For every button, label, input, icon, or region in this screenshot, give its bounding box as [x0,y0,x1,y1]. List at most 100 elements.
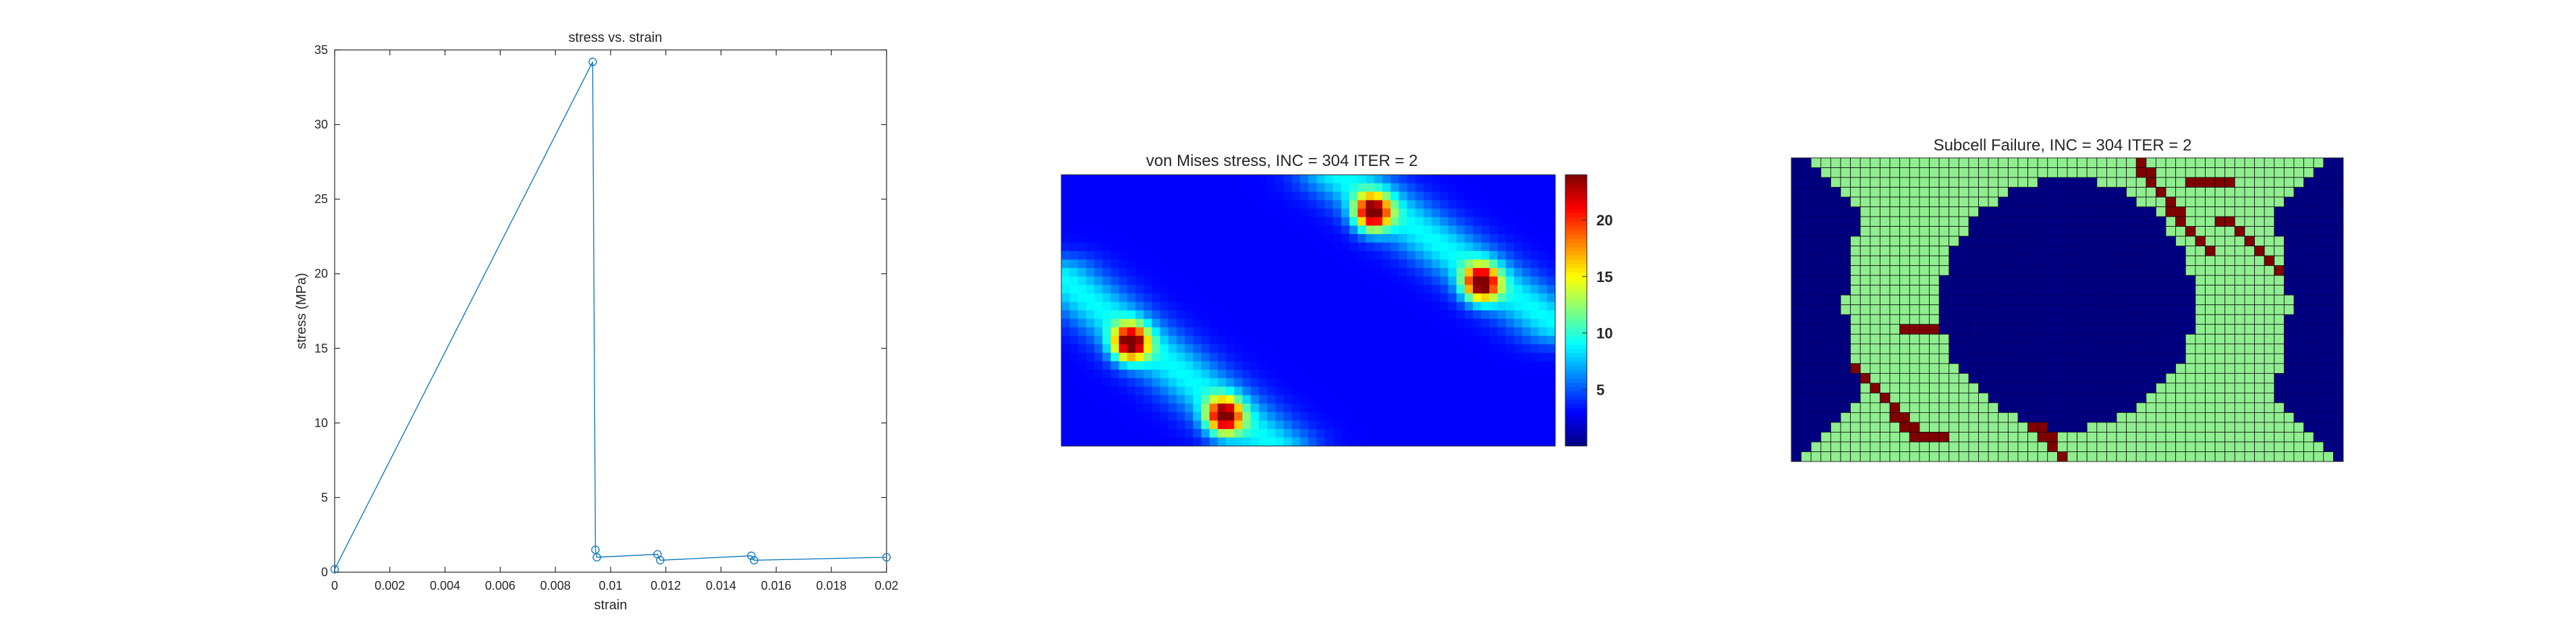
stress-cell [1144,268,1152,277]
stress-cell [1267,387,1276,396]
stress-cell [1489,200,1499,209]
stress-cell [1176,200,1185,209]
stress-cell [1275,183,1284,192]
intact-subcell [1949,226,1959,237]
intact-subcell [1929,216,1940,227]
intact-subcell [2283,304,2295,315]
stress-cell [1489,183,1499,192]
stress-cell [1267,420,1276,430]
intact-subcell [1958,216,1969,227]
intact-subcell [2156,412,2166,423]
y-tick-label: 15 [314,341,328,355]
stress-cell [1168,251,1177,260]
stress-cell [1366,437,1375,447]
stress-cell [1456,437,1465,447]
stress-cell [1522,268,1531,277]
stress-cell [1316,318,1325,328]
stress-cell [1341,276,1350,285]
stress-cell [1135,217,1144,226]
intact-subcell [2106,441,2117,452]
stress-cell [1275,395,1284,404]
stress-cell [1185,208,1194,218]
stress-cell [1481,344,1490,354]
intact-subcell [1938,187,1950,198]
intact-subcell [2195,343,2206,354]
stress-cell [1316,293,1325,303]
stress-cell [1209,183,1219,192]
intact-subcell [2283,432,2295,443]
stress-cell [1514,293,1523,303]
stress-cell [1423,369,1432,379]
intact-subcell [2165,372,2177,384]
stress-cell [1530,369,1540,379]
stress-cell [1069,437,1078,447]
failed-subcell [2135,157,2147,168]
intact-subcell [2274,333,2285,345]
stress-cell [1374,387,1383,396]
stress-cell [1119,361,1128,370]
stress-cell [1185,428,1194,439]
stress-cell [1530,242,1540,252]
stress-cell [1283,276,1293,285]
intact-subcell [2086,441,2098,452]
intact-subcell [1909,187,1920,198]
stress-cell [1316,276,1325,285]
stress-cell [1111,259,1119,269]
stress-cell [1217,233,1227,244]
stress-cell [1374,268,1383,277]
intact-subcell [1988,422,1999,433]
stress-cell [1234,310,1243,320]
colorbar-swatch [1565,208,1587,214]
intact-subcell [1870,304,1880,315]
intact-subcell [1880,333,1891,345]
stress-cell [1102,437,1111,447]
stress-cell [1077,378,1087,387]
stress-cell [1505,412,1515,421]
stress-cell [1201,395,1210,404]
intact-subcell [2086,157,2098,168]
stress-cell [1366,200,1375,209]
intact-subcell [2264,216,2275,227]
stress-cell [1069,183,1078,192]
stress-cell [1349,420,1358,430]
intact-subcell [1899,314,1910,325]
stress-cell [1226,268,1235,277]
intact-subcell [1978,157,1989,168]
intact-subcell [1880,226,1891,237]
stress-cell [1374,378,1383,387]
x-tick-label: 0.002 [374,579,405,592]
stress-cell [1135,192,1144,201]
intact-subcell [1909,343,1920,354]
intact-subcell [1949,157,1959,168]
stress-cell [1267,437,1276,447]
stress-cell [1127,437,1136,447]
intact-subcell [1859,333,1871,345]
stress-cell [1399,412,1407,421]
stress-cell [1546,395,1556,404]
stress-cell [1333,259,1342,269]
colorbar-tick-label: 20 [1596,212,1613,229]
intact-subcell [2205,294,2216,306]
intact-subcell [2214,235,2226,247]
intact-subcell [1938,441,1950,452]
stress-cell [1111,378,1119,387]
stress-cell [1357,225,1366,235]
failed-subcell [1870,383,1880,393]
intact-subcell [1899,216,1910,227]
intact-subcell [2007,177,2019,188]
stress-cell [1258,352,1268,362]
stress-cell [1242,192,1252,201]
stress-cell [1440,208,1449,218]
stress-cell [1185,285,1194,294]
intact-subcell [2027,432,2038,443]
stress-cell [1176,242,1185,252]
stress-cell [1357,302,1366,311]
stress-cell [1160,259,1169,269]
intact-subcell [2254,187,2265,198]
intact-subcell [2264,353,2275,364]
failed-subcell [2205,177,2216,188]
stress-cell [1267,293,1276,303]
stress-cell [1456,369,1465,379]
stress-cell [1069,395,1078,404]
stress-cell [1258,225,1268,235]
